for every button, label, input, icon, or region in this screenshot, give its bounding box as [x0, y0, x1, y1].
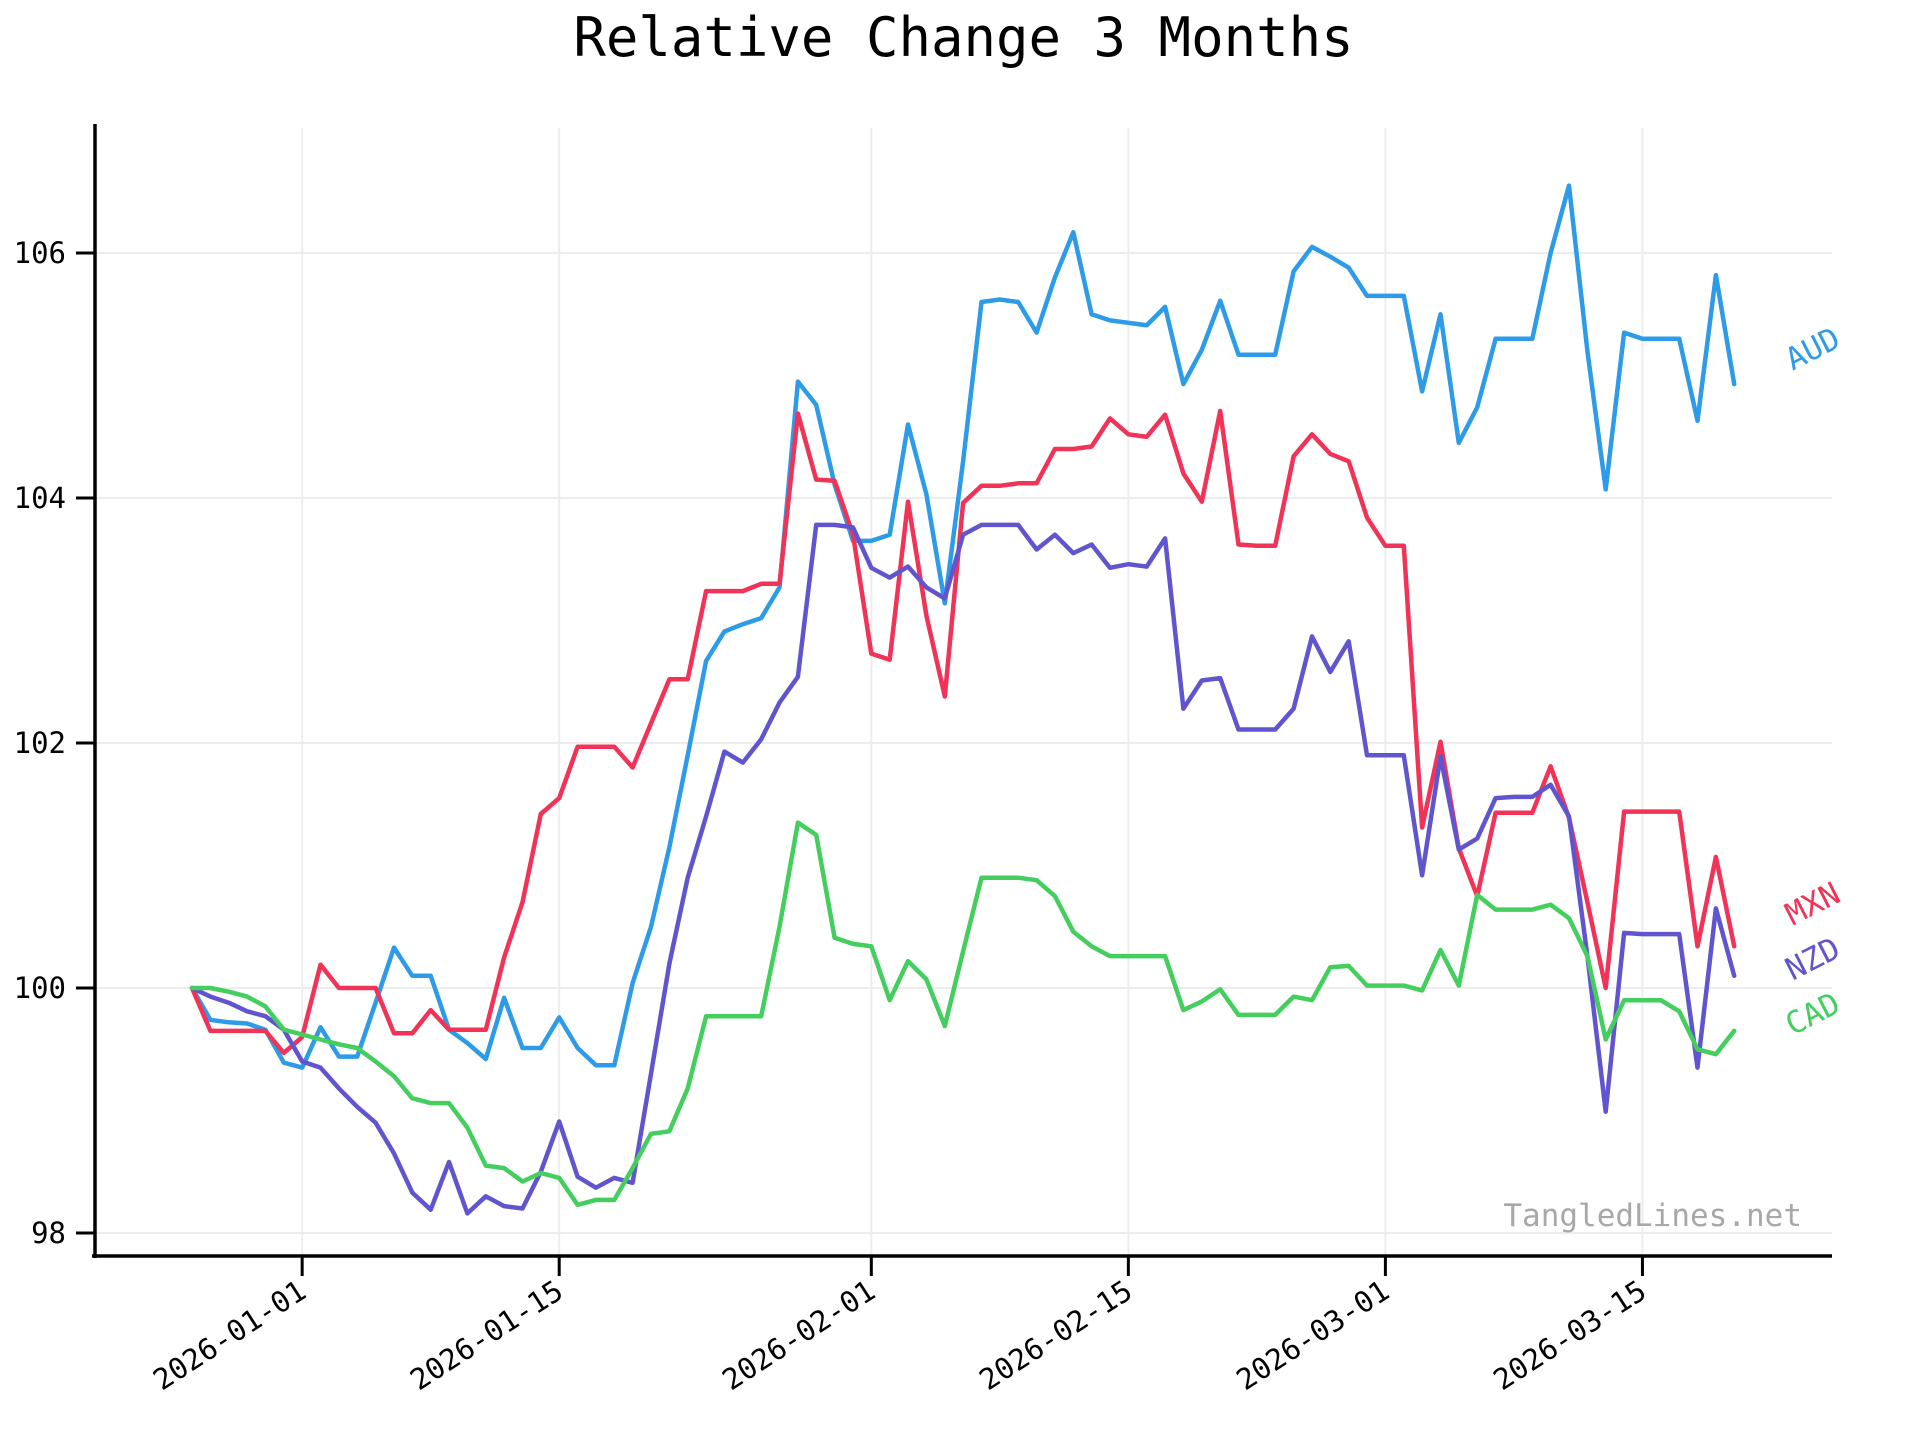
watermark: TangledLines.net [1503, 1198, 1802, 1234]
y-tick-label: 106 [14, 236, 66, 270]
series-line-aud [189, 183, 1737, 1070]
x-tick-label: 2026-01-15 [404, 1273, 569, 1397]
series-line-cad [189, 820, 1737, 1208]
x-tick-label: 2026-03-01 [1230, 1273, 1395, 1397]
x-tick-label: 2026-02-01 [716, 1273, 881, 1397]
y-tick-label: 98 [31, 1216, 66, 1250]
x-tick-label: 2026-01-01 [147, 1273, 312, 1397]
y-tick-label: 102 [14, 726, 66, 760]
y-tick-label: 100 [14, 971, 66, 1005]
chart-title: Relative Change 3 Months [573, 6, 1354, 69]
x-tick-label: 2026-03-15 [1487, 1273, 1652, 1397]
series-line-nzd [189, 522, 1737, 1216]
y-tick-label: 104 [14, 481, 66, 515]
x-tick-label: 2026-02-15 [973, 1273, 1138, 1397]
